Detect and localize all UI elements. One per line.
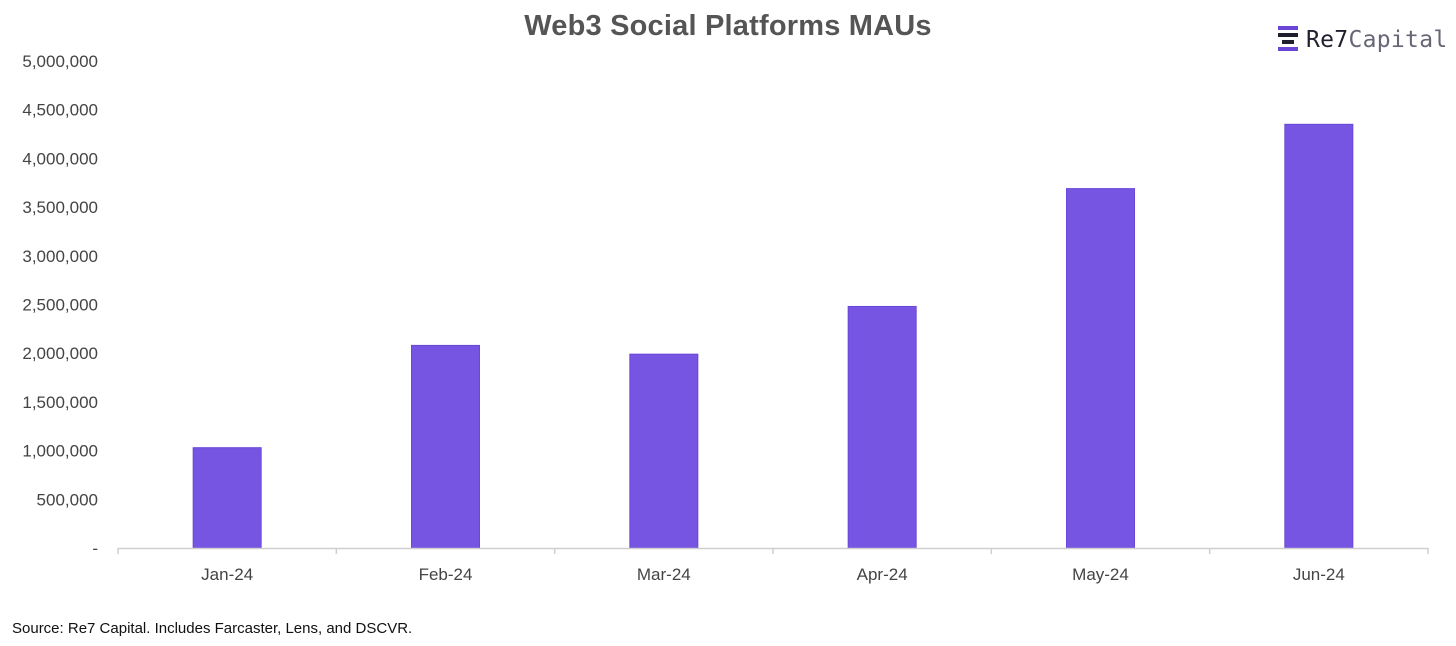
bar <box>192 447 262 549</box>
brand-name-bold: Re7 <box>1306 27 1349 53</box>
y-tick-label: 4,500,000 <box>22 101 98 120</box>
x-axis: Jan-24 Feb-24 Mar-24 Apr-24 May-24 Jun-24 <box>117 547 1429 584</box>
x-tick-label: May-24 <box>1072 565 1129 584</box>
x-tick-label: Feb-24 <box>419 565 473 584</box>
x-tick-label: Apr-24 <box>857 565 908 584</box>
re7-logo-icon <box>1278 26 1298 51</box>
brand-name: Re7Capital <box>1306 27 1447 53</box>
y-tick-label: 1,500,000 <box>22 393 98 412</box>
y-axis: - 500,000 1,000,000 1,500,000 2,000,000 2,500… <box>22 52 98 558</box>
y-tick-label: 3,000,000 <box>22 247 98 266</box>
brand-name-light: Capital <box>1348 27 1448 53</box>
bar <box>1066 188 1135 549</box>
bar <box>411 344 480 549</box>
y-tick-label: - <box>92 539 98 558</box>
bar <box>1284 123 1354 549</box>
x-tick-label: Jan-24 <box>201 565 253 584</box>
x-tick-label: Jun-24 <box>1293 565 1345 584</box>
bar <box>629 353 699 549</box>
bar <box>847 305 917 549</box>
y-tick-label: 5,000,000 <box>22 52 98 71</box>
y-tick-label: 3,500,000 <box>22 198 98 217</box>
y-tick-label: 2,000,000 <box>22 344 98 363</box>
bars <box>192 123 1354 549</box>
y-tick-label: 1,000,000 <box>22 442 98 461</box>
y-tick-label: 2,500,000 <box>22 296 98 315</box>
y-tick-label: 4,000,000 <box>22 149 98 168</box>
chart-title: Web3 Social Platforms MAUs <box>524 10 932 42</box>
x-tick-label: Mar-24 <box>637 565 691 584</box>
brand-logo: Re7Capital <box>1278 26 1447 54</box>
source-note: Source: Re7 Capital. Includes Farcaster,… <box>12 620 413 637</box>
y-tick-label: 500,000 <box>37 490 98 509</box>
bar-chart: - 500,000 1,000,000 1,500,000 2,000,000 2,500… <box>22 52 1429 584</box>
